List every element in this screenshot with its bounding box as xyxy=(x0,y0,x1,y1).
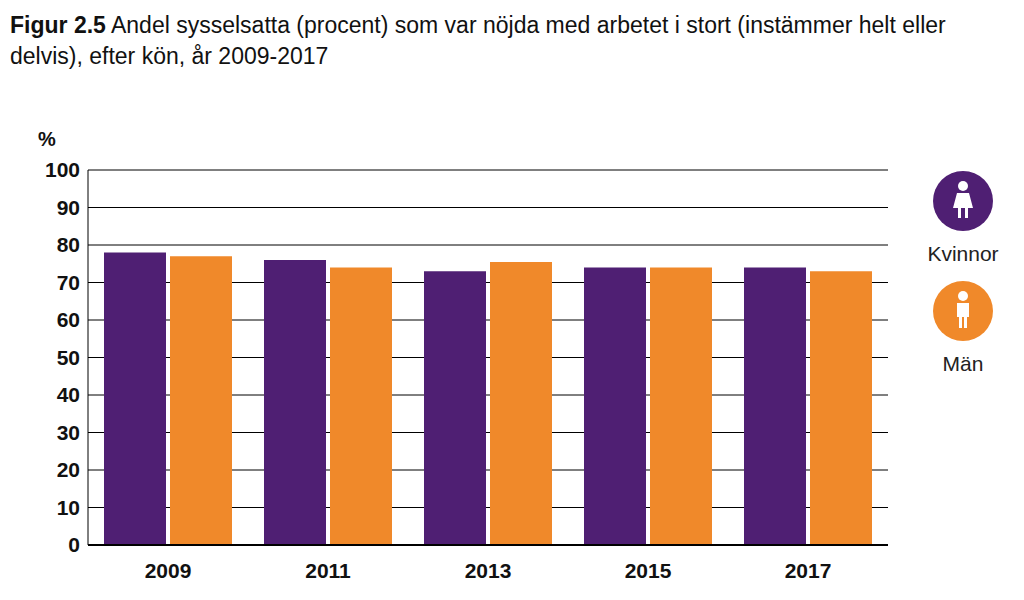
svg-text:0: 0 xyxy=(68,533,80,556)
svg-text:20: 20 xyxy=(57,458,80,481)
svg-text:2011: 2011 xyxy=(305,559,351,582)
svg-text:60: 60 xyxy=(57,308,80,331)
html-text:Figur 2.5 Andel sysselsatta (p: Figur 2.5 Andel sysselsatta (procent) so… xyxy=(10,12,946,69)
svg-text:2013: 2013 xyxy=(465,559,512,582)
svg-text:2009: 2009 xyxy=(145,559,192,582)
svg-text:50: 50 xyxy=(57,346,80,369)
svg-text:40: 40 xyxy=(57,383,80,406)
svg-text:2017: 2017 xyxy=(785,559,832,582)
svg-text:30: 30 xyxy=(57,421,80,444)
svg-text:70: 70 xyxy=(57,271,80,294)
svg-text:90: 90 xyxy=(57,196,80,219)
html-text:Män: Män xyxy=(942,352,984,375)
svg-text:10: 10 xyxy=(57,496,80,519)
html-text:Kvinnor: Kvinnor xyxy=(927,242,999,265)
svg-text:2015: 2015 xyxy=(625,559,672,582)
svg-text:80: 80 xyxy=(57,233,80,256)
svg-text:100: 100 xyxy=(45,158,80,181)
